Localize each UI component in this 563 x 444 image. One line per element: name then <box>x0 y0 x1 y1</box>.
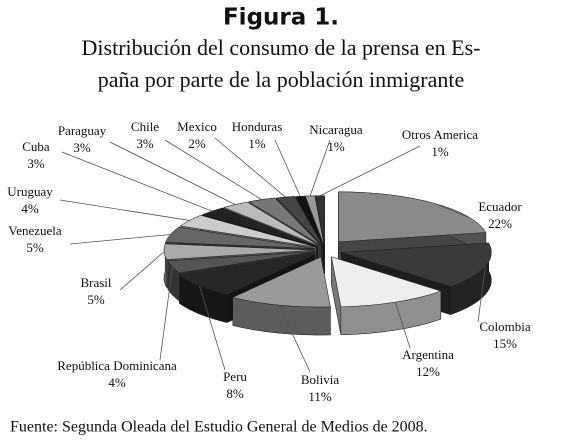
value-label: 22% <box>488 216 512 231</box>
slice-label: Paraguay <box>58 123 107 138</box>
slice-label: Uruguay <box>7 184 53 199</box>
slice-label: Colombia <box>479 319 531 334</box>
slice-label: Bolivia <box>301 372 340 387</box>
slice-top <box>231 256 331 308</box>
value-label: 5% <box>26 240 44 255</box>
source-note: Fuente: Segunda Oleada del Estudio Gener… <box>10 419 428 436</box>
slice-label: Nicaragua <box>309 122 363 137</box>
value-label: 8% <box>226 386 244 401</box>
value-label: 3% <box>27 156 45 171</box>
chart-subtitle: Distribución del consumo de la prensa en… <box>82 35 481 60</box>
leader-line <box>433 202 471 219</box>
slice <box>331 256 442 336</box>
value-label: 4% <box>108 375 126 390</box>
value-label: 2% <box>188 136 206 151</box>
leader-line <box>119 251 165 291</box>
slice-top <box>201 207 319 247</box>
slice-label: Ecuador <box>478 199 522 214</box>
leader-line <box>394 301 411 349</box>
leader-line <box>69 234 171 245</box>
leader-line <box>159 267 173 361</box>
slice-top <box>295 195 324 246</box>
value-label: 5% <box>87 292 105 307</box>
chart-subtitle: paña por parte de la población inmigrant… <box>98 67 465 92</box>
slice-label: Chile <box>131 119 159 134</box>
value-label: 4% <box>21 201 39 216</box>
slice-label: Argentina <box>402 347 454 362</box>
slice-top <box>315 195 325 246</box>
slice-top <box>178 253 316 295</box>
value-label: 1% <box>248 136 266 151</box>
leader-line <box>278 304 311 373</box>
slice-top <box>223 201 320 247</box>
slice-top <box>165 226 315 249</box>
slice-label: Cuba <box>22 139 50 154</box>
value-label: 1% <box>327 139 345 154</box>
slice-label: Venezuela <box>8 223 62 238</box>
slice-top <box>338 191 487 243</box>
slice-label: Brasil <box>80 275 111 290</box>
slice-top <box>163 243 315 260</box>
slice-label: Honduras <box>232 119 283 134</box>
slice-label: Otros America <box>402 127 478 142</box>
slice-label: República Dominicana <box>57 358 177 373</box>
value-label: 1% <box>431 144 449 159</box>
value-label: 15% <box>493 336 517 351</box>
slice-top <box>331 256 442 308</box>
leader-line <box>109 141 236 205</box>
leader-line <box>59 199 190 221</box>
value-label: 11% <box>308 389 332 404</box>
slice-label: Peru <box>223 369 247 384</box>
value-label: 3% <box>136 136 154 151</box>
slice-label: Mexico <box>177 119 217 134</box>
value-label: 3% <box>73 140 91 155</box>
leader-line <box>309 139 331 197</box>
leader-line <box>477 266 486 323</box>
leader-line <box>214 137 286 198</box>
value-label: 12% <box>416 364 440 379</box>
leader-line <box>164 139 262 200</box>
slice-top <box>341 242 492 287</box>
leader-line <box>199 285 226 371</box>
leader-line <box>274 139 301 197</box>
leader-line <box>319 145 421 197</box>
chart-title: Figura 1. <box>223 5 339 31</box>
leader-line <box>61 151 213 212</box>
